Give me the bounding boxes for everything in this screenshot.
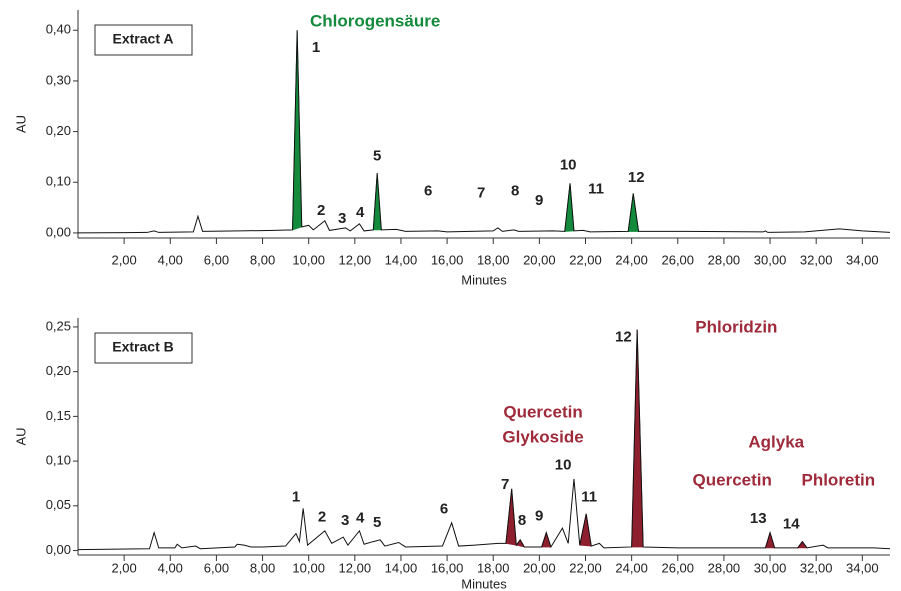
peak-label: 5 xyxy=(373,147,381,164)
peak-label: 10 xyxy=(560,157,577,174)
x-tick-label: 26,00 xyxy=(661,252,694,267)
x-tick-label: 10,00 xyxy=(292,560,325,575)
x-tick-label: 12,00 xyxy=(339,252,372,267)
x-tick-label: 18,00 xyxy=(477,560,510,575)
peak-label: 14 xyxy=(783,516,800,533)
x-tick-label: 4,00 xyxy=(158,252,183,267)
x-tick-label: 26,00 xyxy=(661,560,694,575)
panel-label-box xyxy=(94,24,193,56)
x-tick-label: 24,00 xyxy=(615,252,648,267)
x-tick-label: 30,00 xyxy=(754,252,787,267)
y-tick-label: 0,00 xyxy=(46,542,71,557)
x-tick-label: 8,00 xyxy=(250,252,275,267)
x-tick-label: 22,00 xyxy=(569,252,602,267)
y-tick-label: 0,10 xyxy=(46,174,71,189)
x-tick-label: 16,00 xyxy=(431,252,464,267)
annotation: Aglyka xyxy=(748,433,804,452)
x-tick-label: 20,00 xyxy=(523,252,556,267)
peak-label: 9 xyxy=(535,192,543,209)
peak-label: 4 xyxy=(356,204,365,221)
x-axis-label: Minutes xyxy=(461,272,507,287)
x-tick-label: 14,00 xyxy=(385,252,418,267)
annotation: Quercetin xyxy=(693,470,772,489)
peak-label: 7 xyxy=(477,184,485,201)
peak-label: 1 xyxy=(312,39,320,56)
peak-label: 3 xyxy=(338,210,346,227)
panel-label: Extract A xyxy=(113,31,174,47)
peak-fill xyxy=(372,173,382,231)
y-tick-label: 0,40 xyxy=(46,22,71,37)
peak-label: 12 xyxy=(615,329,632,346)
x-tick-label: 8,00 xyxy=(250,560,275,575)
panel-label: Extract B xyxy=(112,339,173,355)
x-tick-label: 4,00 xyxy=(158,560,183,575)
x-tick-label: 18,00 xyxy=(477,252,510,267)
annotation: Glykoside xyxy=(502,427,583,446)
x-tick-label: 34,00 xyxy=(846,252,879,267)
peak-label: 7 xyxy=(501,476,509,493)
peak-label: 6 xyxy=(424,182,432,199)
x-tick-label: 6,00 xyxy=(204,252,229,267)
y-tick-label: 0,15 xyxy=(46,408,71,423)
peak-fill xyxy=(796,540,808,549)
peak-fill xyxy=(631,329,644,548)
x-tick-label: 28,00 xyxy=(708,560,741,575)
peak-fill xyxy=(627,193,640,232)
peak-label: 4 xyxy=(356,509,365,526)
x-tick-label: 10,00 xyxy=(292,252,325,267)
annotation: Phloretin xyxy=(801,470,875,489)
annotation: Chlorogensäure xyxy=(310,12,440,31)
x-tick-label: 24,00 xyxy=(615,560,648,575)
annotation: Phloridzin xyxy=(695,317,777,336)
peak-label: 3 xyxy=(341,512,349,529)
peak-label: 11 xyxy=(588,180,604,197)
y-tick-label: 0,25 xyxy=(46,318,71,333)
peak-fill xyxy=(292,30,303,231)
x-tick-label: 32,00 xyxy=(800,252,833,267)
trace xyxy=(77,329,891,551)
y-axis-label: AU xyxy=(13,427,28,445)
peak-label: 11 xyxy=(581,489,597,506)
y-tick-label: 0,30 xyxy=(46,72,71,87)
x-tick-label: 32,00 xyxy=(800,560,833,575)
trace xyxy=(77,30,891,234)
peak-label: 2 xyxy=(317,202,325,219)
x-tick-label: 28,00 xyxy=(708,252,741,267)
x-tick-label: 12,00 xyxy=(339,560,372,575)
y-tick-label: 0,20 xyxy=(46,123,71,138)
x-tick-label: 34,00 xyxy=(846,560,879,575)
y-tick-label: 0,00 xyxy=(46,224,71,239)
panel-label-box xyxy=(94,332,193,364)
y-tick-label: 0,20 xyxy=(46,363,71,378)
x-tick-label: 14,00 xyxy=(385,560,418,575)
x-tick-label: 6,00 xyxy=(204,560,229,575)
peak-label: 5 xyxy=(373,514,381,531)
peak-label: 8 xyxy=(518,512,526,529)
peak-label: 8 xyxy=(511,182,519,199)
peak-label: 12 xyxy=(628,169,645,186)
peak-fill xyxy=(541,531,552,548)
peak-label: 2 xyxy=(318,508,326,525)
x-axis-label: Minutes xyxy=(461,576,507,591)
peak-label: 1 xyxy=(292,489,300,506)
x-tick-label: 30,00 xyxy=(754,560,787,575)
peak-label: 9 xyxy=(535,508,543,525)
annotation: Quercetin xyxy=(503,402,582,421)
x-tick-label: 22,00 xyxy=(569,560,602,575)
x-tick-label: 20,00 xyxy=(523,560,556,575)
x-tick-label: 2,00 xyxy=(111,560,136,575)
peak-fill xyxy=(764,531,776,549)
peak-label: 13 xyxy=(750,510,767,527)
y-tick-label: 0,05 xyxy=(46,497,71,512)
y-tick-label: 0,10 xyxy=(46,453,71,468)
y-axis-label: AU xyxy=(13,115,28,133)
peak-label: 6 xyxy=(440,500,448,517)
x-tick-label: 16,00 xyxy=(431,560,464,575)
x-tick-label: 2,00 xyxy=(111,252,136,267)
peak-label: 10 xyxy=(555,457,572,474)
